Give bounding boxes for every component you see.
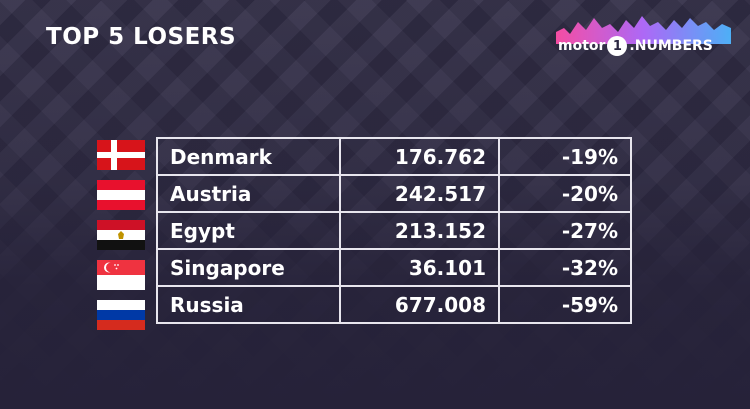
logo-digit-one: 1 [607,36,628,56]
country-cell: Egypt [156,211,341,250]
units-cell: 677.008 [339,285,500,324]
units-cell: 36.101 [339,248,500,287]
table-row: Denmark 176.762 -19% [156,137,632,176]
motor1-numbers-logo: motor 1 . NUMBERS [556,14,731,64]
country-cell: Russia [156,285,341,324]
sound-wave-icon [556,16,731,44]
austria-flag-icon [97,180,145,210]
logo-word-motor: motor [558,38,606,54]
table-row: Singapore 36.101 -32% [156,248,632,287]
denmark-flag-icon [97,140,145,170]
losers-table: Denmark 176.762 -19% Austria 242.517 -20… [156,137,632,324]
egypt-flag-icon [97,220,145,250]
table-row: Egypt 213.152 -27% [156,211,632,250]
logo-wordmark: motor 1 . NUMBERS [558,33,713,59]
change-cell: -20% [498,174,632,213]
logo-dot: . [629,38,635,54]
units-cell: 242.517 [339,174,500,213]
table-row: Austria 242.517 -20% [156,174,632,213]
units-cell: 213.152 [339,211,500,250]
logo-word-numbers: NUMBERS [634,38,713,54]
singapore-flag-icon [97,260,145,290]
country-cell: Denmark [156,137,341,176]
table-row: Russia 677.008 -59% [156,285,632,324]
change-cell: -59% [498,285,632,324]
units-cell: 176.762 [339,137,500,176]
russia-flag-icon [97,300,145,330]
change-cell: -19% [498,137,632,176]
change-cell: -32% [498,248,632,287]
change-cell: -27% [498,211,632,250]
country-cell: Austria [156,174,341,213]
page-title: TOP 5 LOSERS [46,24,237,50]
country-cell: Singapore [156,248,341,287]
